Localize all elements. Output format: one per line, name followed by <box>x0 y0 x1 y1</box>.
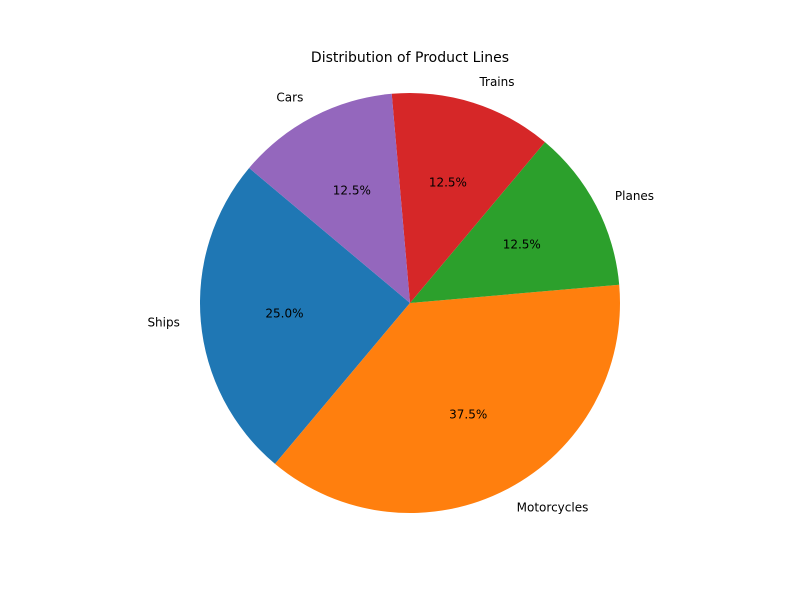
slice-label-motorcycles: Motorcycles <box>517 500 589 514</box>
pie-slice-planes <box>410 142 620 303</box>
slice-label-cars: Cars <box>276 91 303 105</box>
pie-slice-cars <box>249 93 410 303</box>
chart-title: Distribution of Product Lines <box>311 50 509 66</box>
pie-slice-trains <box>391 93 545 303</box>
pie-slices <box>199 93 620 514</box>
slice-label-ships: Ships <box>147 316 179 330</box>
slice-label-planes: Planes <box>615 189 654 203</box>
pie-slice-motorcycles <box>275 284 620 514</box>
slice-percent-trains: 12.5% <box>429 175 467 189</box>
pie-slice-ships <box>199 168 410 464</box>
slice-percent-cars: 12.5% <box>333 184 371 198</box>
pie-labels: Ships 25.0% Motorcycles 37.5% Planes 12.5% Tra… <box>147 75 654 514</box>
slice-percent-ships: 25.0% <box>265 306 303 320</box>
slice-label-trains: Trains <box>478 75 514 89</box>
slice-percent-motorcycles: 37.5% <box>449 407 487 421</box>
slice-percent-planes: 12.5% <box>503 237 541 251</box>
